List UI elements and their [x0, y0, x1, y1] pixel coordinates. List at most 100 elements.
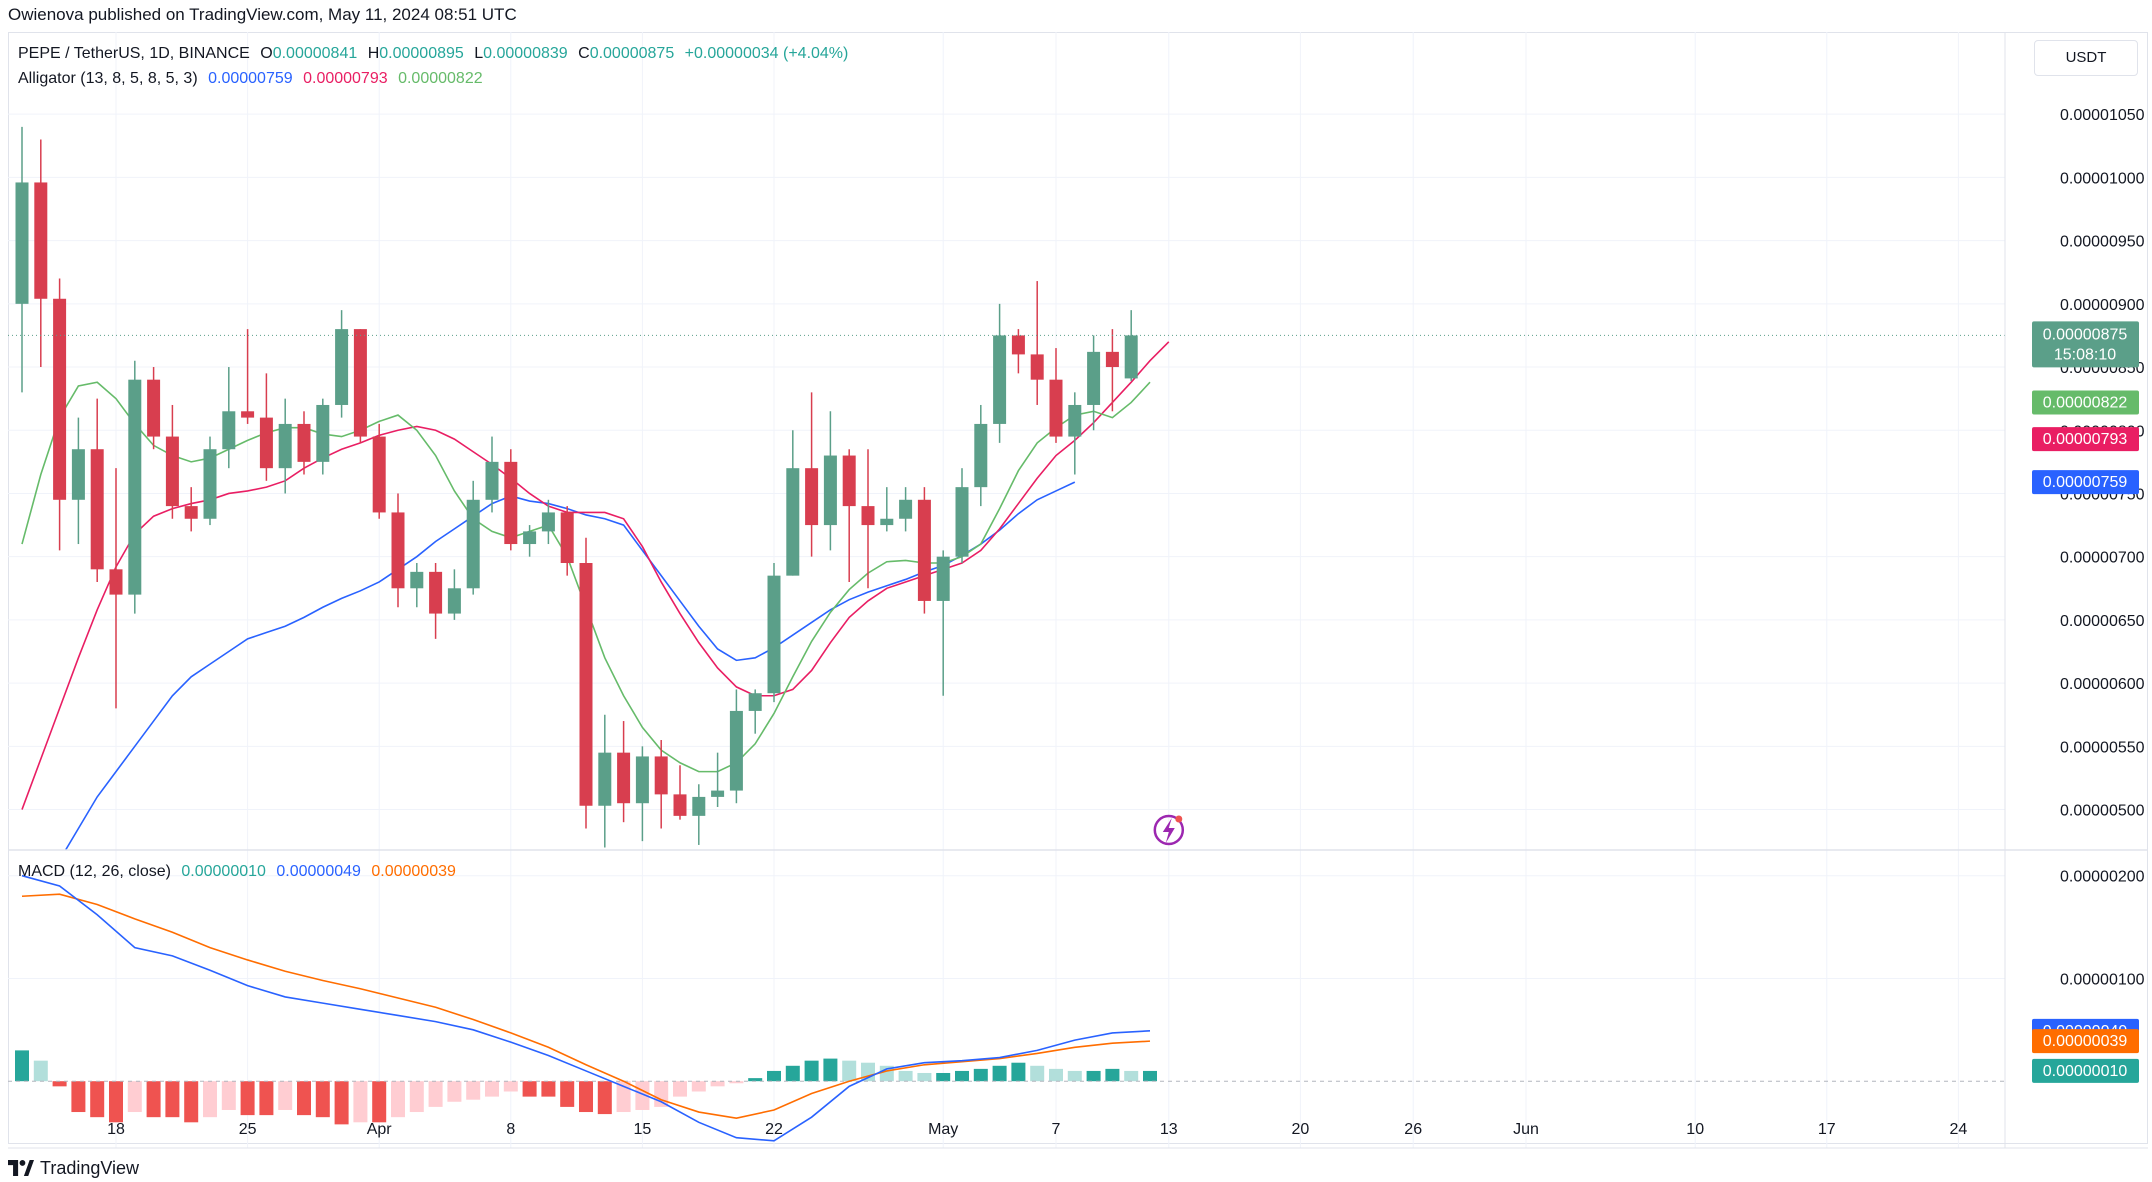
macd-histogram-bar [71, 1081, 86, 1113]
y-tick-label: 0.00000500 [2060, 803, 2145, 820]
macd-histogram-bar [710, 1081, 725, 1087]
macd-histogram-bar [447, 1081, 462, 1102]
candle-body [410, 571, 424, 589]
x-tick-label: May [928, 1121, 958, 1138]
macd-histogram-bar [541, 1081, 556, 1097]
macd-histogram-bar [1124, 1070, 1139, 1082]
y-tick-label: 0.00000900 [2060, 297, 2145, 314]
candle-body [523, 531, 537, 545]
macd-histogram-bar [823, 1058, 838, 1082]
tradingview-brand: TradingView [40, 1158, 140, 1178]
macd-histogram-bar [33, 1060, 48, 1082]
macd-histogram-bar [597, 1081, 612, 1115]
macd-y-tick-label: 0.00000100 [2060, 971, 2145, 988]
candle-body [823, 455, 837, 526]
macd-histogram-bar [1049, 1068, 1063, 1082]
candle-body [241, 411, 255, 418]
last-price-tag: 0.00000875 [2043, 326, 2128, 343]
candle-body [899, 499, 913, 519]
low-value: 0.00000839 [483, 45, 568, 62]
x-tick-label: 7 [1052, 1121, 1061, 1138]
high-value: 0.00000895 [379, 45, 464, 62]
x-tick-label: 24 [1950, 1121, 1968, 1138]
candle-body [560, 512, 574, 564]
macd-histogram-bar [259, 1081, 274, 1116]
macd-histogram-bar [691, 1081, 706, 1092]
macd-histogram-bar [1105, 1068, 1120, 1082]
macd-legend[interactable]: MACD (12, 26, close) 0.00000010 0.000000… [18, 862, 462, 882]
candle-body [711, 790, 725, 797]
macd-histogram-bar [109, 1081, 123, 1123]
candle-body [429, 571, 443, 614]
x-tick-label: 17 [1818, 1121, 1836, 1138]
macd-histogram-bar [560, 1081, 575, 1107]
lips-tag: 0.00000822 [2043, 394, 2128, 411]
jaw-tag: 0.00000759 [2043, 474, 2128, 491]
symbol-legend[interactable]: PEPE / TetherUS, 1D, BINANCE O0.00000841… [18, 44, 854, 64]
alligator-teeth-value: 0.00000793 [303, 70, 388, 87]
candle-body [617, 752, 631, 804]
macd-histogram-bar [973, 1068, 988, 1082]
candle-body [936, 556, 950, 601]
macd-histogram-bar [297, 1081, 311, 1116]
candle-body [635, 756, 649, 804]
candle-body [90, 449, 104, 570]
candle-body [1087, 351, 1101, 405]
x-tick-label: Apr [367, 1121, 393, 1138]
candle-body [109, 569, 123, 595]
chart-frame [8, 32, 2148, 1144]
alligator-legend[interactable]: Alligator (13, 8, 5, 8, 5, 3) 0.00000759… [18, 69, 489, 89]
candle-body [993, 335, 1007, 424]
macd-histogram-bar [898, 1070, 913, 1082]
macd-histogram-bar [184, 1081, 199, 1123]
macd-hist-tag-bg [2032, 1058, 2139, 1083]
candle-body [1105, 351, 1119, 368]
candle-body [748, 693, 762, 711]
macd-signal-tag: 0.00000039 [2043, 1033, 2128, 1050]
macd-signal-value: 0.00000039 [371, 863, 456, 880]
candle-body [335, 329, 349, 405]
alligator-jaw-line [64, 481, 1076, 850]
macd-line [21, 874, 1151, 1142]
x-tick-label: 13 [1160, 1121, 1178, 1138]
macd-histogram-bar [90, 1081, 105, 1118]
candle-body [729, 710, 743, 791]
macd-histogram-bar [372, 1081, 387, 1123]
candle-body [53, 298, 67, 500]
tradingview-logo[interactable]: TradingView [8, 1156, 139, 1180]
countdown-tag: 15:08:10 [2054, 346, 2116, 363]
last-price-tag-bg [2032, 321, 2139, 368]
alligator-lips-value: 0.00000822 [398, 70, 483, 87]
candle-body [259, 417, 273, 469]
open-value: 0.00000841 [272, 45, 358, 62]
macd-histogram-bar [579, 1081, 593, 1113]
candle-body [466, 499, 480, 589]
candle-body [1068, 404, 1082, 437]
candle-body [955, 487, 969, 557]
candle-body [767, 575, 781, 694]
candle-body [842, 455, 856, 507]
candle-body [579, 563, 593, 806]
low-label: L0.00000839 [474, 45, 568, 62]
macd-histogram-bar [165, 1081, 180, 1118]
teeth-tag-bg [2032, 427, 2139, 452]
grid [8, 32, 2005, 1148]
price-series [8, 126, 2005, 850]
macd-histogram-bar [1067, 1070, 1082, 1082]
macd-histogram-bar [466, 1081, 481, 1100]
x-tick-label: Jun [1513, 1121, 1539, 1138]
candle-body [203, 449, 217, 519]
macd-histogram-bar [673, 1081, 687, 1097]
y-tick-label: 0.00000650 [2060, 613, 2145, 630]
candle-body [34, 182, 48, 299]
macd-histogram-bar [767, 1070, 781, 1082]
macd-histogram-bar [503, 1081, 518, 1092]
x-tick-label: 15 [634, 1121, 652, 1138]
macd-hist-tag: 0.00000010 [2043, 1063, 2128, 1080]
macd-series [8, 874, 2005, 1142]
candle-body [15, 182, 29, 304]
currency-button[interactable]: USDT [2034, 40, 2138, 76]
candle-body [353, 329, 367, 437]
macd-signal-line [21, 893, 1151, 1120]
